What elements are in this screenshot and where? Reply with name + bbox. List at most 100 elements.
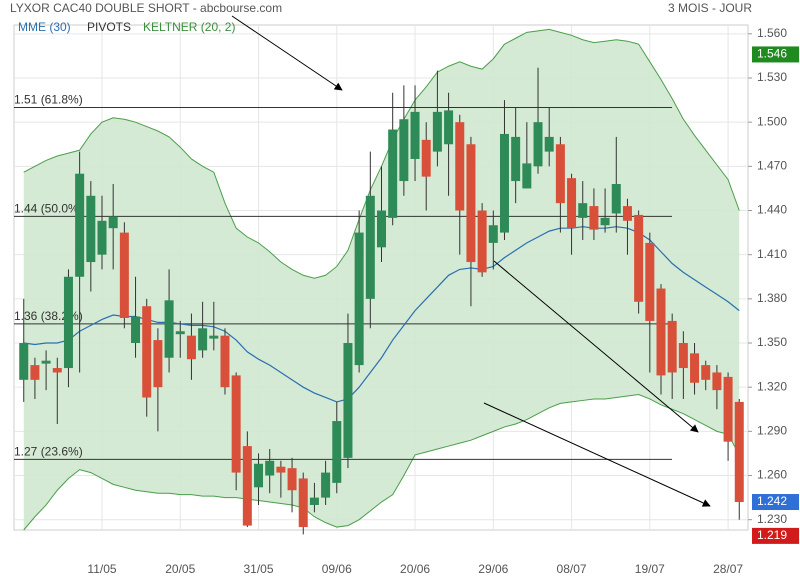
price-tag <box>752 527 799 544</box>
keltner-lower <box>23 394 740 531</box>
legend-entry: MME (30) <box>18 20 71 34</box>
candle-body <box>164 300 174 358</box>
candle-body <box>466 144 476 263</box>
legend: MME (30) PIVOTS KELTNER (20, 2) <box>18 20 235 34</box>
candle-body <box>477 210 487 273</box>
candle-body <box>578 203 588 218</box>
candle-body <box>410 111 420 159</box>
candle-body <box>52 368 62 373</box>
candle-body <box>86 195 96 263</box>
y-tick-label: 1.500 <box>757 114 787 128</box>
candle-body <box>63 276 73 369</box>
x-tick-label: 28/07 <box>713 562 743 576</box>
candle-body <box>365 195 375 299</box>
candle-body <box>444 110 454 145</box>
price-tag-label: 1.242 <box>757 494 787 508</box>
y-tick-label: 1.560 <box>757 26 787 40</box>
candle-body <box>723 376 733 442</box>
candle-body <box>41 360 51 364</box>
candle-body <box>678 343 688 369</box>
y-tick-label: 1.350 <box>757 335 787 349</box>
candle-body <box>209 335 219 339</box>
candle-body <box>108 216 118 229</box>
candle-body <box>712 372 722 391</box>
candle-body <box>321 472 331 498</box>
x-tick-label: 20/06 <box>400 562 430 576</box>
legend-entry: KELTNER (20, 2) <box>143 20 235 34</box>
candle-body <box>287 468 297 491</box>
candle-body <box>499 133 509 233</box>
candle-body <box>399 119 409 182</box>
legend-entry: PIVOTS <box>87 20 131 34</box>
candle-body <box>690 353 700 383</box>
y-tick-label: 1.290 <box>757 424 787 438</box>
candle-body <box>488 225 498 243</box>
candle-body <box>667 320 677 373</box>
candle-body <box>153 340 163 388</box>
y-tick-label: 1.230 <box>757 512 787 526</box>
y-tick-label: 1.440 <box>757 203 787 217</box>
candle-body <box>567 178 577 229</box>
candle-body <box>354 232 364 366</box>
candle-body <box>511 136 521 182</box>
x-tick-label: 08/07 <box>557 562 587 576</box>
candle-body <box>97 220 107 255</box>
candle-body <box>533 122 543 167</box>
candle-body <box>254 463 264 488</box>
candle-body <box>611 184 621 214</box>
candle-body <box>734 401 744 503</box>
price-tag-label: 1.219 <box>757 528 787 542</box>
candle-body <box>343 343 353 458</box>
candle-body <box>231 375 241 473</box>
candle-body <box>142 306 152 398</box>
candle-body <box>265 460 275 476</box>
candle-body <box>622 206 632 221</box>
candle-body <box>175 331 185 335</box>
price-tag <box>752 494 799 511</box>
candle-body <box>75 173 85 277</box>
candle-body <box>656 288 666 376</box>
arrow <box>483 402 711 507</box>
plot-area: 1.230 1.260 1.290 1.320 1.350 1.380 1.410 1.440… <box>13 24 787 576</box>
candle-body <box>701 365 711 380</box>
candle-body <box>309 497 319 505</box>
candle-body <box>377 210 386 248</box>
candle-body <box>544 136 554 152</box>
chart-title: LYXOR CAC40 DOUBLE SHORT - abcbourse.com <box>10 1 282 15</box>
candle-body <box>634 214 644 302</box>
candle-body <box>276 466 286 473</box>
candle-body <box>555 144 565 204</box>
pivot-label: 1.51 (61.8%) <box>14 93 83 107</box>
y-tick-label: 1.470 <box>757 159 787 173</box>
candle-body <box>220 335 230 388</box>
candle-body <box>455 122 465 211</box>
candle-body <box>119 232 129 318</box>
x-tick-label: 29/06 <box>478 562 508 576</box>
x-tick-label: 09/06 <box>322 562 352 576</box>
annotation-arrows <box>231 15 711 507</box>
y-tick-label: 1.380 <box>757 291 787 305</box>
candle-body <box>198 328 208 351</box>
period-label: 3 MOIS - JOUR <box>668 1 752 15</box>
pivot-label: 1.44 (50.0%) <box>14 202 83 216</box>
y-tick-label: 1.320 <box>757 379 787 393</box>
price-tag <box>752 46 799 63</box>
candle-body <box>131 316 141 344</box>
x-tick-label: 31/05 <box>244 562 274 576</box>
candle-body <box>332 421 342 483</box>
candle-body <box>432 111 442 152</box>
y-tick-label: 1.260 <box>757 468 787 482</box>
x-tick-label: 19/07 <box>635 562 665 576</box>
candle-body <box>645 242 655 321</box>
candle-body <box>298 478 308 528</box>
y-tick-label: 1.530 <box>757 70 787 84</box>
pivot-label: 1.27 (23.6%) <box>14 445 83 459</box>
y-tick-label: 1.410 <box>757 247 787 261</box>
price-tag-label: 1.546 <box>757 47 787 61</box>
arrow <box>231 15 343 91</box>
candle-body <box>589 206 599 230</box>
candle-body <box>600 217 610 226</box>
candle-body <box>242 446 252 526</box>
candle-body <box>30 365 40 380</box>
